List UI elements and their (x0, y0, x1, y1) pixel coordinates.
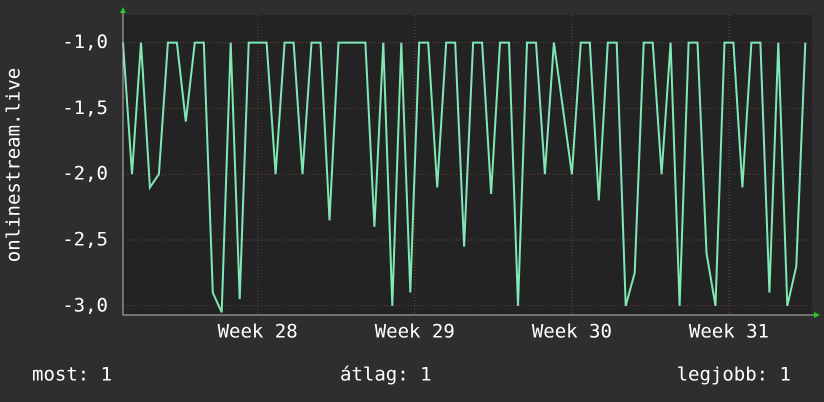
x-arrow (814, 312, 820, 318)
y-axis-label: onlinestream.live (3, 68, 25, 262)
footer-average: átlag: 1 (340, 364, 432, 386)
x-tick-label: Week 31 (689, 321, 769, 343)
x-tick-label: Week 30 (532, 321, 612, 343)
marks (122, 41, 807, 313)
y-tick-label: -1,0 (62, 31, 108, 53)
x-tick-label: Week 28 (218, 321, 298, 343)
footer-best: legjobb: 1 (677, 364, 791, 386)
y-tick-label: -3,0 (62, 294, 108, 316)
footer-current: most: 1 (32, 364, 112, 386)
y-tick-label: -2,5 (62, 229, 108, 251)
x-tick-label: Week 29 (375, 321, 455, 343)
y-tick-label: -1,5 (62, 97, 108, 119)
series-line (122, 41, 807, 313)
y-arrow (120, 7, 126, 13)
y-tick-label: -2,0 (62, 163, 108, 185)
